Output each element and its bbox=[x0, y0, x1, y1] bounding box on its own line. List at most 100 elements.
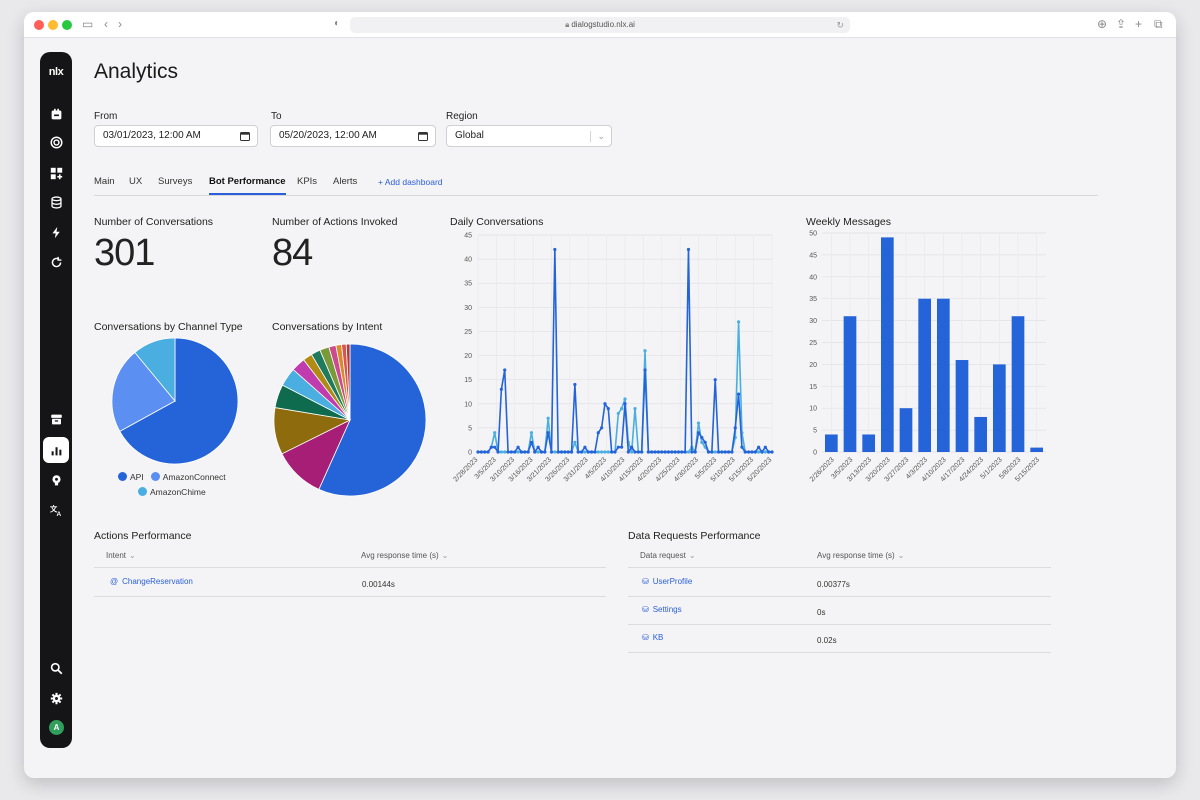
data-point[interactable] bbox=[770, 450, 774, 454]
data-point[interactable] bbox=[606, 450, 610, 454]
data-point[interactable] bbox=[623, 402, 627, 406]
data-point[interactable] bbox=[496, 450, 500, 454]
bar[interactable] bbox=[899, 408, 913, 452]
data-point[interactable] bbox=[763, 450, 767, 454]
data-point[interactable] bbox=[726, 450, 731, 454]
data-point[interactable] bbox=[680, 450, 684, 454]
sidebar-toggle-icon[interactable]: ▭ bbox=[82, 17, 94, 31]
data-point[interactable] bbox=[489, 445, 493, 449]
data-point[interactable] bbox=[546, 431, 550, 435]
data-point[interactable] bbox=[606, 407, 610, 411]
data-point[interactable] bbox=[553, 450, 557, 454]
channel-pie-slice[interactable] bbox=[119, 337, 239, 465]
database-icon[interactable] bbox=[46, 192, 66, 212]
dashboard-add-icon[interactable] bbox=[46, 163, 66, 183]
archive-icon[interactable] bbox=[46, 409, 66, 429]
data-point[interactable] bbox=[710, 450, 714, 454]
tab-surveys[interactable]: Surveys bbox=[158, 176, 193, 187]
data-point[interactable] bbox=[476, 450, 480, 454]
data-point[interactable] bbox=[579, 450, 584, 454]
data-point[interactable] bbox=[603, 402, 607, 406]
data-point[interactable] bbox=[753, 450, 757, 454]
tab-kpis[interactable]: KPIs bbox=[297, 176, 318, 187]
data-point[interactable] bbox=[536, 445, 540, 449]
data-point[interactable] bbox=[733, 426, 737, 430]
table-row-userprofile[interactable]: ⛁ UserProfile bbox=[642, 577, 692, 586]
tab-alerts[interactable]: Alerts bbox=[333, 176, 358, 187]
data-point[interactable] bbox=[620, 445, 624, 449]
bulb-icon[interactable] bbox=[46, 470, 66, 490]
maximize-window-button[interactable] bbox=[62, 20, 72, 30]
bar[interactable] bbox=[936, 298, 950, 452]
data-point[interactable] bbox=[549, 450, 554, 454]
bar[interactable] bbox=[880, 237, 894, 452]
data-point[interactable] bbox=[763, 445, 767, 449]
channel-pie-slice[interactable] bbox=[134, 337, 176, 403]
data-point[interactable] bbox=[747, 450, 751, 454]
data-point[interactable] bbox=[736, 392, 741, 396]
data-point[interactable] bbox=[767, 450, 771, 454]
calendar-picker-icon[interactable] bbox=[240, 131, 250, 141]
data-point[interactable] bbox=[556, 450, 560, 454]
nlx-logo[interactable]: nlx bbox=[48, 66, 64, 78]
data-point[interactable] bbox=[596, 450, 600, 454]
data-point[interactable] bbox=[559, 450, 564, 454]
data-point[interactable] bbox=[623, 397, 627, 401]
address-bar[interactable]: 🔒︎ dialogstudio.nlx.ai ↻ bbox=[350, 17, 850, 33]
intent-pie-slice[interactable] bbox=[345, 343, 351, 421]
data-point[interactable] bbox=[586, 450, 590, 454]
back-icon[interactable]: ‹ bbox=[104, 17, 108, 31]
data-point[interactable] bbox=[603, 450, 607, 454]
data-point[interactable] bbox=[650, 450, 654, 454]
data-point[interactable] bbox=[686, 450, 691, 454]
gear-icon[interactable] bbox=[46, 688, 66, 708]
data-point[interactable] bbox=[703, 440, 707, 444]
data-point[interactable] bbox=[676, 450, 681, 454]
data-point[interactable] bbox=[499, 450, 503, 454]
data-point[interactable] bbox=[643, 349, 647, 353]
data-point[interactable] bbox=[636, 450, 640, 454]
data-point[interactable] bbox=[596, 431, 600, 435]
data-point[interactable] bbox=[683, 450, 687, 454]
data-point[interactable] bbox=[573, 440, 577, 444]
data-point[interactable] bbox=[539, 450, 544, 454]
data-point[interactable] bbox=[493, 445, 497, 449]
data-point[interactable] bbox=[573, 382, 577, 387]
calendar-icon[interactable] bbox=[46, 104, 66, 124]
data-point[interactable] bbox=[616, 445, 620, 449]
avg-response-column-header[interactable]: Avg response time (s) ⌄ bbox=[817, 551, 904, 560]
chevron-down-icon[interactable]: ⌄ bbox=[597, 131, 605, 141]
data-point[interactable] bbox=[536, 450, 540, 454]
tab-ux[interactable]: UX bbox=[129, 176, 143, 187]
data-point[interactable] bbox=[519, 450, 524, 454]
data-point[interactable] bbox=[673, 450, 677, 454]
minimize-window-button[interactable] bbox=[48, 20, 58, 30]
bar[interactable] bbox=[918, 298, 932, 452]
data-point[interactable] bbox=[569, 450, 574, 454]
search-icon[interactable] bbox=[46, 658, 66, 678]
data-point[interactable] bbox=[646, 450, 650, 454]
data-point[interactable] bbox=[526, 450, 530, 454]
data-point[interactable] bbox=[523, 450, 527, 454]
intent-column-header[interactable]: Intent ⌄ bbox=[106, 551, 136, 560]
data-point[interactable] bbox=[529, 440, 534, 444]
legend-item-amazonconnect[interactable]: AmazonConnect bbox=[150, 472, 226, 482]
data-point[interactable] bbox=[583, 445, 587, 449]
data-point[interactable] bbox=[690, 450, 694, 454]
data-point[interactable] bbox=[503, 450, 507, 454]
reload-icon[interactable]: ↻ bbox=[836, 20, 844, 30]
bar[interactable] bbox=[824, 434, 838, 452]
bar[interactable] bbox=[1030, 447, 1044, 452]
data-point[interactable] bbox=[533, 450, 537, 454]
data-point[interactable] bbox=[509, 450, 514, 454]
data-point[interactable] bbox=[516, 445, 520, 449]
data-point[interactable] bbox=[593, 450, 597, 454]
data-point[interactable] bbox=[700, 440, 704, 444]
data-point[interactable] bbox=[600, 426, 604, 430]
data-point[interactable] bbox=[736, 320, 741, 324]
data-point[interactable] bbox=[706, 450, 711, 454]
new-tab-icon[interactable]: + bbox=[1135, 17, 1143, 31]
data-point[interactable] bbox=[750, 450, 754, 454]
data-point[interactable] bbox=[589, 450, 594, 454]
data-point[interactable] bbox=[663, 450, 667, 454]
